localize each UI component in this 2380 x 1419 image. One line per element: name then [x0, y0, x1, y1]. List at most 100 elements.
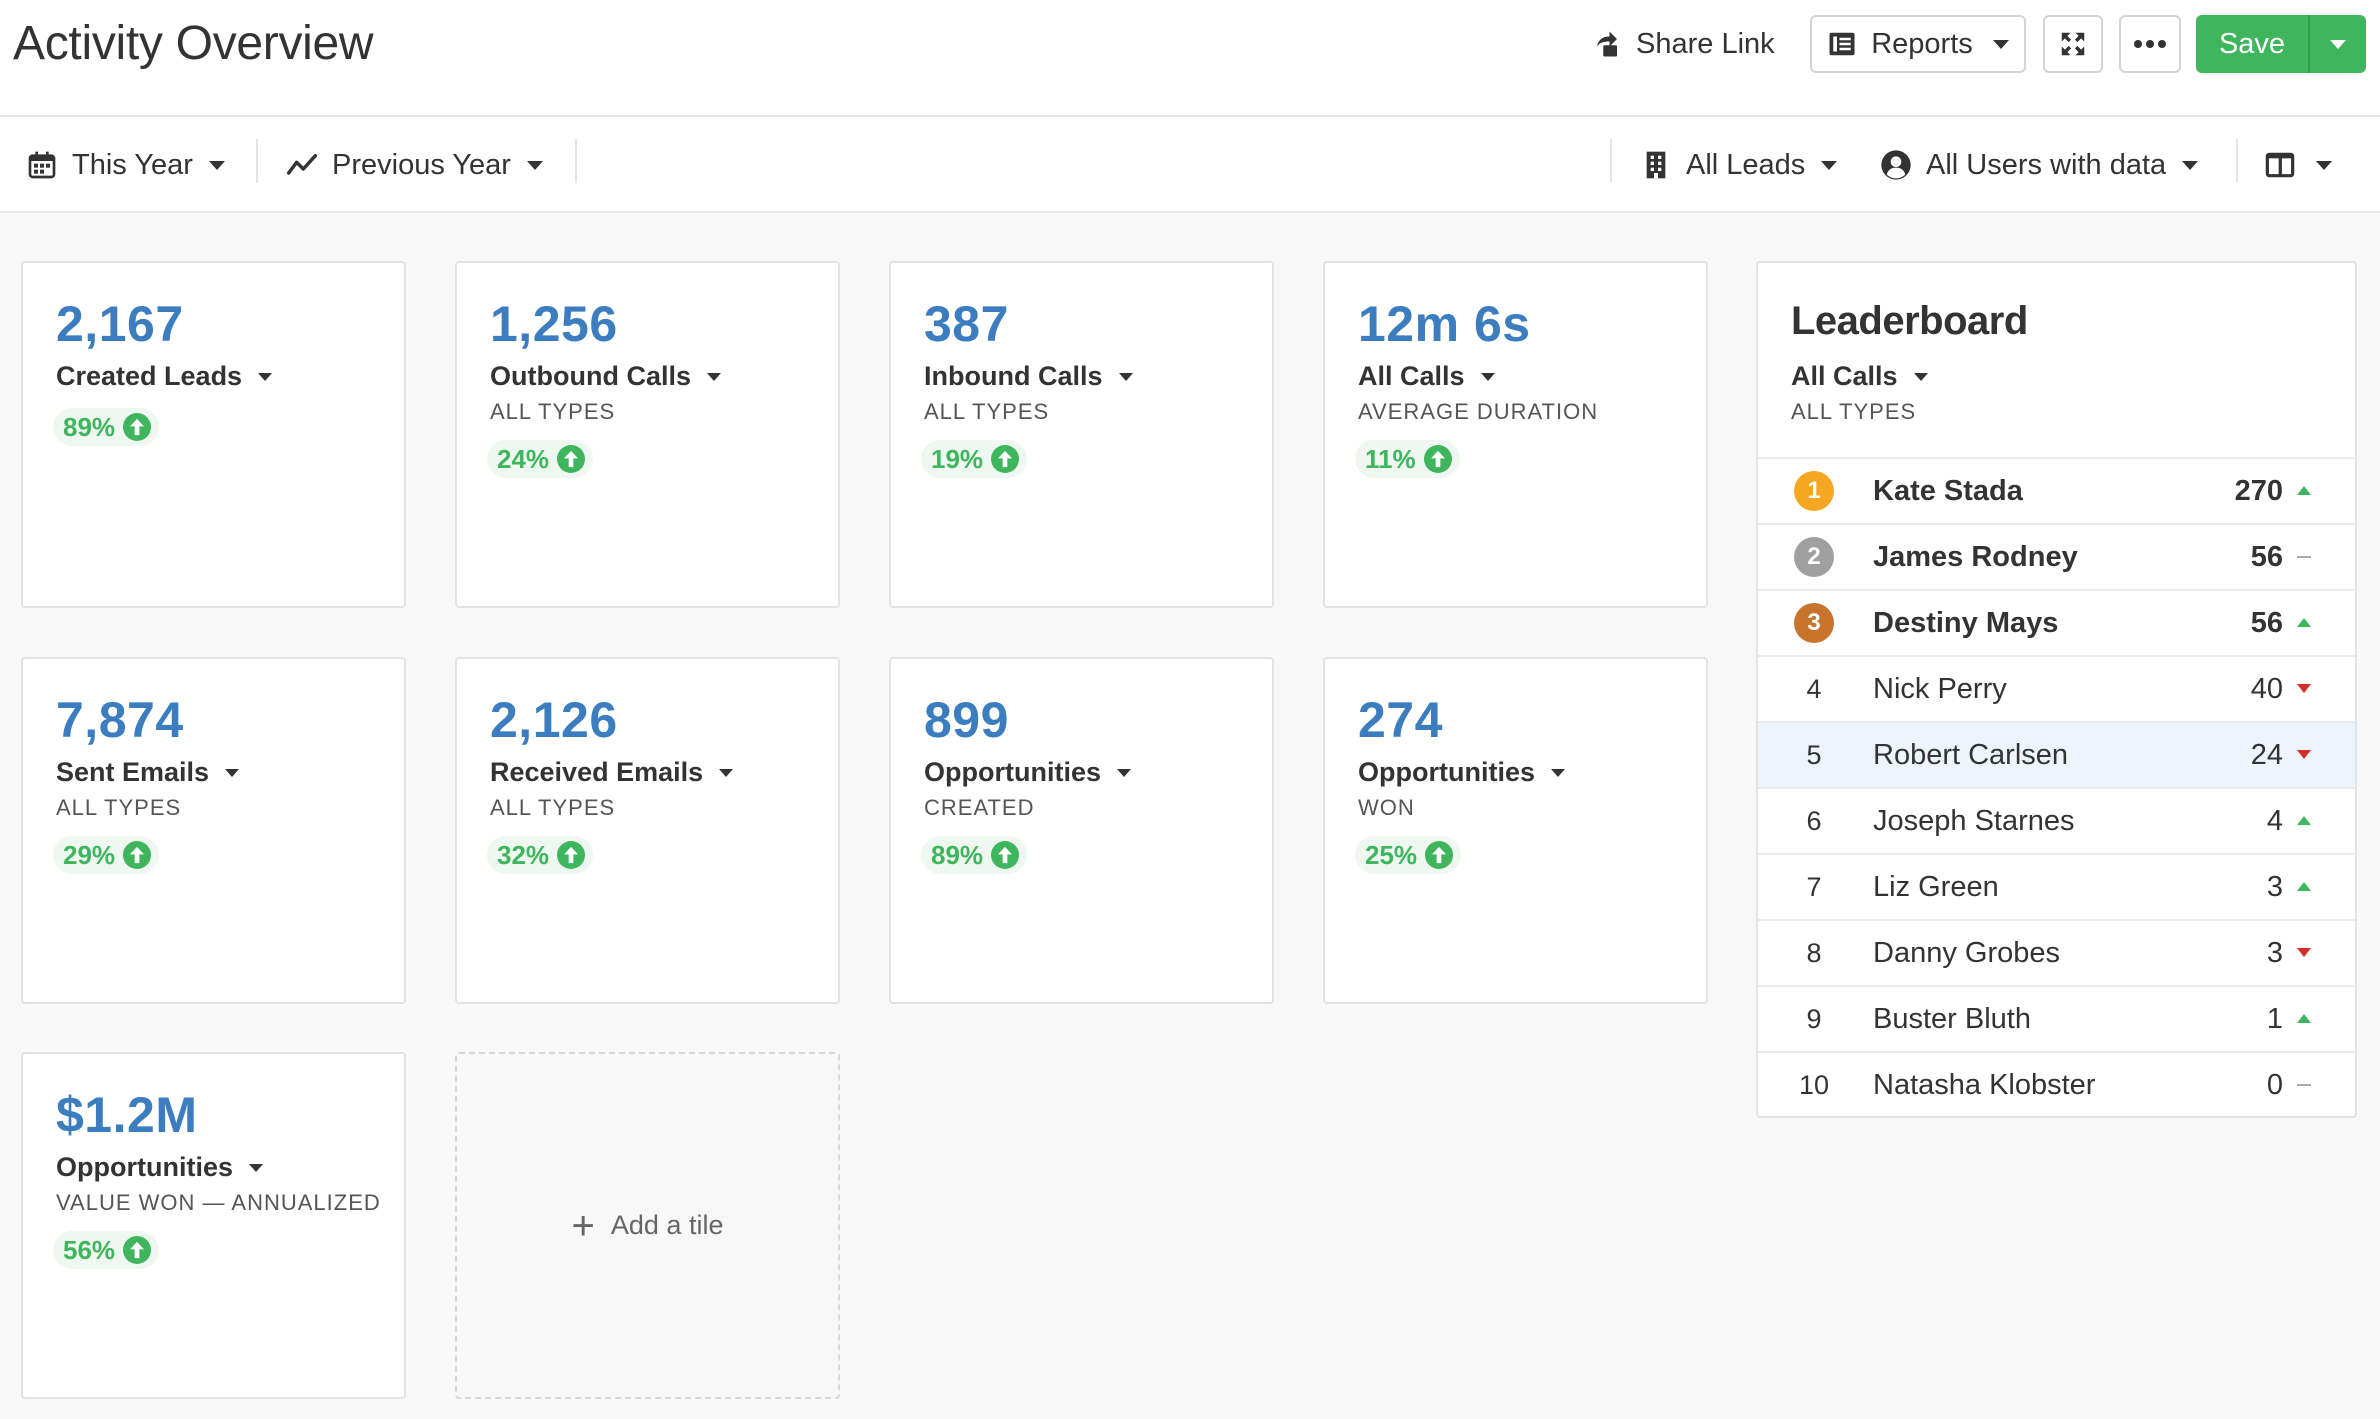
leaderboard-count: 3: [2266, 870, 2283, 903]
metric-tile-opportunities-won[interactable]: 274 Opportunities WON 25%: [1323, 657, 1708, 1004]
metric-tile-received-emails[interactable]: 2,126 Received Emails ALL TYPES 32%: [455, 657, 840, 1004]
share-link-icon: [1597, 31, 1617, 57]
leaderboard-row[interactable]: 7 Liz Green 3: [1758, 853, 2355, 919]
ellipsis-icon: [2134, 40, 2166, 48]
metric-tile-created-leads[interactable]: 2,167 Created Leads 89%: [21, 261, 406, 608]
leaderboard-row[interactable]: 5 Robert Carlsen 24: [1758, 721, 2355, 787]
gold-medal-badge: 1: [1794, 471, 1834, 511]
leaderboard-rank: 8: [1806, 937, 1822, 968]
metric-value: 274: [1358, 692, 1443, 748]
change-percent: 24%: [497, 443, 550, 474]
leaderboard-row[interactable]: 6 Joseph Starnes 4: [1758, 787, 2355, 853]
leaderboard-row[interactable]: 1 Kate Stada 270: [1758, 457, 2355, 523]
fullscreen-button[interactable]: [2043, 15, 2103, 73]
leaderboard-rank: 9: [1806, 1003, 1822, 1034]
leaderboard-count: 0: [2266, 1068, 2283, 1101]
metric-type-dropdown[interactable]: Sent Emails: [56, 757, 240, 788]
change-percent: 25%: [1365, 839, 1418, 870]
filter-bar: This Year Previous Year All Leads: [0, 117, 2380, 213]
leads-filter[interactable]: All Leads: [1640, 141, 1838, 189]
leaderboard-user-name: Joseph Starnes: [1873, 804, 2075, 837]
metric-type-dropdown[interactable]: Outbound Calls: [490, 361, 721, 392]
leaderboard-metric-dropdown[interactable]: All Calls: [1791, 361, 1928, 392]
change-percent: 29%: [63, 839, 116, 870]
leaderboard-count: 4: [2266, 804, 2283, 837]
metric-label: Created Leads: [56, 361, 243, 391]
add-tile-button[interactable]: + Add a tile: [455, 1052, 840, 1399]
arrow-up-circle-icon: [1425, 841, 1454, 869]
metric-type-dropdown[interactable]: Opportunities: [56, 1152, 263, 1183]
users-filter[interactable]: All Users with data: [1880, 141, 2199, 189]
silver-medal-badge: 2: [1794, 537, 1834, 577]
leaderboard-rank: 6: [1806, 805, 1822, 836]
chevron-down-icon: [1913, 372, 1928, 381]
leaderboard-user-name: Robert Carlsen: [1873, 738, 2069, 771]
share-link-button[interactable]: Share Link: [1592, 24, 1775, 64]
chevron-down-icon: [719, 768, 734, 777]
chevron-down-icon: [1480, 372, 1495, 381]
save-button[interactable]: Save: [2218, 27, 2286, 60]
reports-button[interactable]: Reports: [1810, 15, 2026, 73]
metric-type-dropdown[interactable]: Received Emails: [490, 757, 734, 788]
metric-tile-opportunities-value[interactable]: $1.2M Opportunities VALUE WON — ANNUALIZ…: [21, 1052, 406, 1399]
trend-up-icon: [2297, 882, 2311, 892]
metric-subtitle: AVERAGE DURATION: [1358, 399, 1599, 424]
leaderboard-user-name: James Rodney: [1873, 540, 2078, 573]
leaderboard-count: 56: [2250, 606, 2283, 639]
change-percent: 11%: [1365, 443, 1416, 474]
arrow-up-circle-icon: [123, 841, 152, 869]
leaderboard-rank: 7: [1806, 871, 1822, 902]
more-options-button[interactable]: [2119, 15, 2181, 73]
metric-type-dropdown[interactable]: All Calls: [1358, 361, 1495, 392]
trend-down-icon: [2297, 750, 2311, 760]
page-title: Activity Overview: [13, 17, 374, 70]
leaderboard-row[interactable]: 2 James Rodney 56: [1758, 523, 2355, 589]
leaderboard-row[interactable]: 4 Nick Perry 40: [1758, 655, 2355, 721]
metric-tile-inbound-calls[interactable]: 387 Inbound Calls ALL TYPES 19%: [889, 261, 1274, 608]
leaderboard-row[interactable]: 10 Natasha Klobster 0: [1758, 1051, 2355, 1116]
add-tile-label: Add a tile: [610, 1210, 724, 1240]
save-button-group: Save: [2196, 15, 2366, 73]
trend-up-icon: [2297, 1014, 2311, 1024]
leaderboard-user-name: Liz Green: [1873, 870, 1999, 903]
building-icon: [1646, 151, 1666, 179]
chevron-down-icon: [1551, 768, 1565, 777]
metric-type-dropdown[interactable]: Inbound Calls: [924, 361, 1133, 392]
trend-down-icon: [2297, 948, 2311, 958]
leaderboard-rank: 5: [1806, 739, 1822, 770]
leaderboard-user-name: Kate Stada: [1873, 474, 2023, 507]
date-range-filter[interactable]: This Year: [26, 141, 225, 189]
layout-toggle[interactable]: [2264, 141, 2332, 189]
metric-type-dropdown[interactable]: Opportunities: [1358, 757, 1565, 788]
leaderboard-row[interactable]: 3 Destiny Mays 56: [1758, 589, 2355, 655]
chevron-down-icon: [225, 768, 240, 777]
leaderboard-user-name: Danny Grobes: [1873, 936, 2060, 969]
leaderboard-metric-label: All Calls: [1791, 361, 1898, 391]
comparison-filter[interactable]: Previous Year: [286, 141, 543, 189]
columns-icon: [2265, 152, 2295, 178]
calendar-icon: [28, 151, 56, 179]
metric-type-dropdown[interactable]: Created Leads: [56, 361, 273, 392]
arrow-up-circle-icon: [557, 445, 586, 473]
metric-label: Opportunities: [1358, 757, 1535, 787]
metric-type-dropdown[interactable]: Opportunities: [924, 757, 1131, 788]
divider: [1610, 139, 1612, 183]
leaderboard-row[interactable]: 9 Buster Bluth 1: [1758, 985, 2355, 1051]
metric-value: 2,167: [56, 296, 184, 352]
expand-icon: [2061, 32, 2085, 56]
comparison-label: Previous Year: [332, 148, 511, 181]
change-percent: 32%: [497, 839, 550, 870]
date-range-label: This Year: [72, 148, 193, 181]
save-options-button[interactable]: [2308, 15, 2366, 73]
leaderboard-row[interactable]: 8 Danny Grobes 3: [1758, 919, 2355, 985]
change-percent: 19%: [931, 443, 984, 474]
metric-tile-sent-emails[interactable]: 7,874 Sent Emails ALL TYPES 29%: [21, 657, 406, 1004]
metric-tile-outbound-calls[interactable]: 1,256 Outbound Calls ALL TYPES 24%: [455, 261, 840, 608]
metric-tile-opportunities-created[interactable]: 899 Opportunities CREATED 89%: [889, 657, 1274, 1004]
metric-tile-all-calls[interactable]: 12m 6s All Calls AVERAGE DURATION 11%: [1323, 261, 1708, 608]
metric-label: All Calls: [1358, 361, 1465, 391]
reports-label: Reports: [1871, 27, 1973, 60]
chevron-down-icon: [1118, 372, 1133, 381]
leaderboard-count: 3: [2266, 936, 2283, 969]
metric-label: Opportunities: [56, 1152, 233, 1182]
